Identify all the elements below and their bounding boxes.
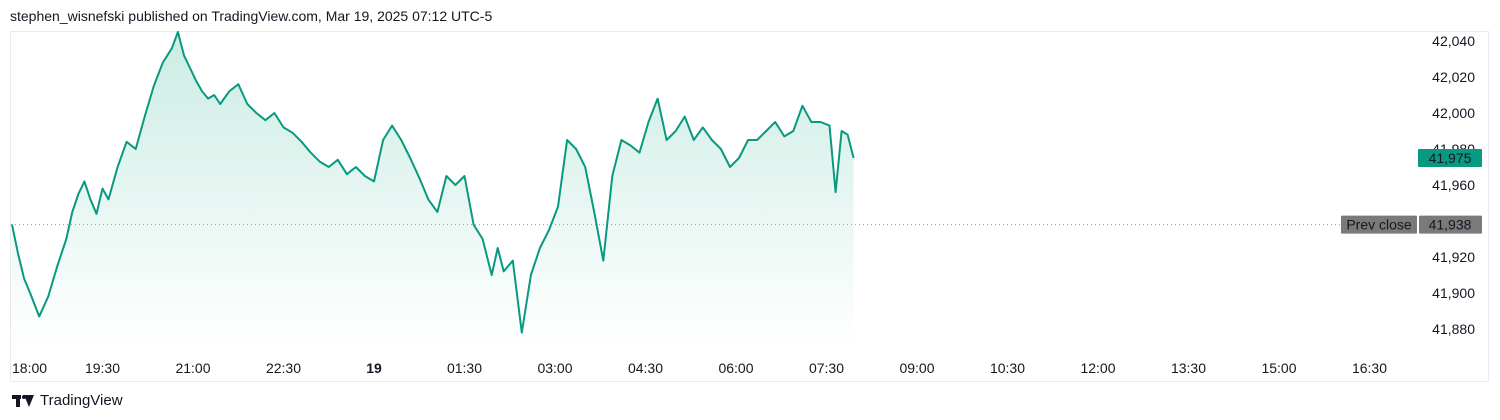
x-tick-label: 12:00 [1080,360,1115,376]
x-tick-label: 04:30 [628,360,663,376]
prev-close-tag [1341,215,1417,234]
y-tick-label: 41,920 [1432,249,1475,265]
tradingview-logo-icon [12,394,34,408]
x-tick-label: 15:00 [1261,360,1296,376]
last-price-badge [1418,149,1482,167]
brand-name: TradingView [40,392,123,409]
publisher-header: stephen_wisnefski published on TradingVi… [10,8,493,24]
x-tick-label: 13:30 [1171,360,1206,376]
x-tick-label: 22:30 [266,360,301,376]
x-tick-label: 16:30 [1352,360,1387,376]
y-tick-label: 41,960 [1432,177,1475,193]
y-tick-label: 41,900 [1432,285,1475,301]
x-tick-label: 19:30 [85,360,120,376]
x-tick-label: 06:00 [718,360,753,376]
x-tick-label: 07:30 [809,360,844,376]
x-tick-label: 21:00 [175,360,210,376]
y-tick-label: 41,880 [1432,321,1475,337]
x-tick-label: 03:00 [537,360,572,376]
prev-close-value-badge [1419,215,1482,234]
prev-close-value-label: 41,938 [1429,217,1472,233]
x-tick-label: 01:30 [447,360,482,376]
price-area-fill [12,32,854,347]
price-chart[interactable]: 42,04042,02042,00041,98041,96041,92041,9… [0,0,1500,390]
last-price-label: 41,975 [1429,150,1472,166]
y-tick-label: 42,000 [1432,105,1475,121]
x-tick-label: 09:00 [899,360,934,376]
x-tick-label: 10:30 [990,360,1025,376]
y-tick-label: 42,020 [1432,69,1475,85]
x-tick-label: 18:00 [12,360,47,376]
x-tick-label: 19 [366,360,382,376]
y-tick-label: 42,040 [1432,33,1475,49]
prev-close-label: Prev close [1346,217,1412,233]
price-series-line [11,31,855,334]
footer-brand[interactable]: TradingView [12,392,123,409]
